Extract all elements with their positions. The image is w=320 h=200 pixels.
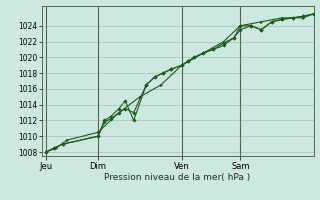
X-axis label: Pression niveau de la mer( hPa ): Pression niveau de la mer( hPa ) (104, 173, 251, 182)
